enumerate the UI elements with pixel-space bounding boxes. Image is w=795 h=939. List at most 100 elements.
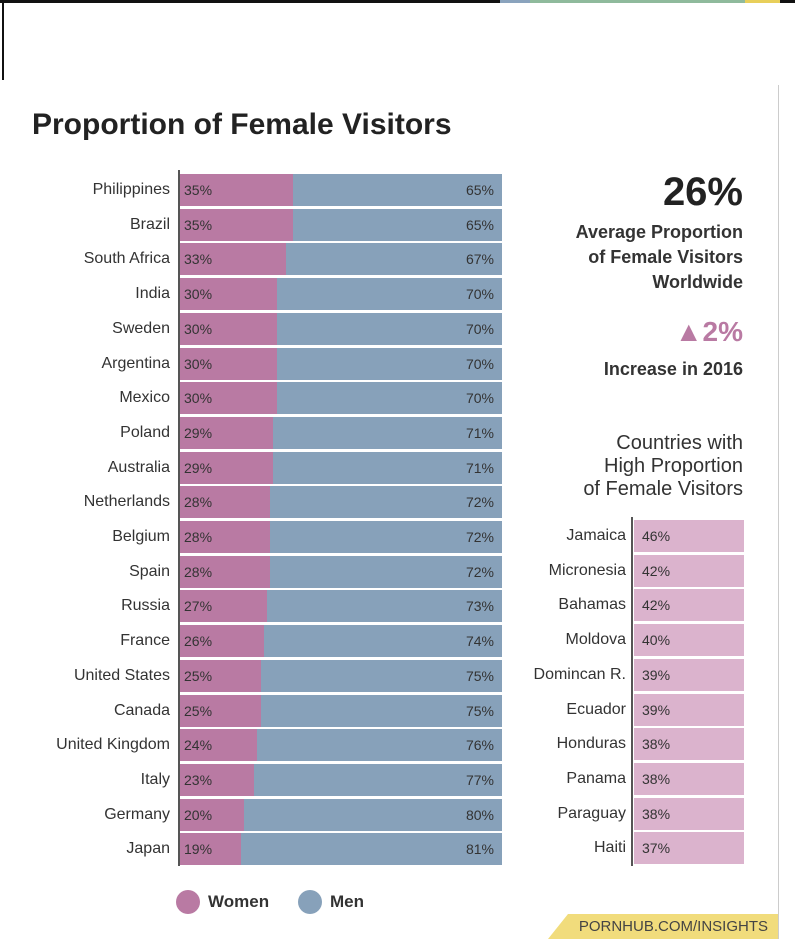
bar-men: 75% xyxy=(260,694,502,727)
category-label: Honduras xyxy=(556,735,626,753)
category-label: Spain xyxy=(129,562,170,580)
bar-men: 77% xyxy=(254,763,502,796)
category-label: Brazil xyxy=(129,215,170,233)
bar-female: 37% xyxy=(634,832,744,865)
category-label: Domincan R. xyxy=(533,665,626,683)
category-label: Paraguay xyxy=(557,804,627,822)
bar-men: 67% xyxy=(286,243,502,276)
bar-women: 28% xyxy=(180,521,271,553)
category-label: United States xyxy=(73,666,170,684)
category-label: Australia xyxy=(107,458,170,476)
category-label: Russia xyxy=(121,597,170,615)
accent-stripe xyxy=(745,0,780,3)
footer-link: PORNHUB.COM/INSIGHTS xyxy=(578,918,768,935)
category-label: United Kingdom xyxy=(56,736,170,754)
bar-women: 20% xyxy=(180,798,245,831)
bar-men: 74% xyxy=(263,625,502,658)
bar-men: 70% xyxy=(276,278,502,311)
bar-female: 46% xyxy=(634,520,744,552)
bar-women: 35% xyxy=(180,208,293,241)
bar-women: 30% xyxy=(180,347,277,380)
legend-men: Men xyxy=(298,890,364,914)
bar-men: 71% xyxy=(273,416,502,449)
bar-female: 42% xyxy=(634,589,744,622)
bar-men: 72% xyxy=(270,555,502,588)
bar-women: 23% xyxy=(180,763,255,796)
category-label: Haiti xyxy=(593,839,626,857)
average-label-line: of Female Visitors xyxy=(588,247,743,267)
bar-women: 30% xyxy=(180,278,277,311)
window-top-border xyxy=(0,0,795,3)
frame-border xyxy=(778,85,779,939)
category-label: Poland xyxy=(120,423,170,441)
average-value: 26% xyxy=(662,170,743,214)
bar-women: 28% xyxy=(180,555,271,588)
bar-men: 71% xyxy=(273,451,502,484)
category-label: Argentina xyxy=(101,354,171,372)
side-chart-title: Countries with High Proportion of Female… xyxy=(523,432,743,501)
category-label: Belgium xyxy=(112,528,170,545)
category-label: Philippines xyxy=(92,181,170,198)
accent-stripe xyxy=(530,0,745,3)
bar-men: 72% xyxy=(270,521,502,553)
bar-men: 75% xyxy=(260,659,502,692)
bar-female: 40% xyxy=(634,624,744,657)
bar-female: 39% xyxy=(634,693,744,726)
axis-line xyxy=(178,170,180,866)
average-label-line: Average Proportion xyxy=(575,222,743,242)
bar-men: 73% xyxy=(266,590,502,623)
increase-label: Increase in 2016 xyxy=(603,359,743,379)
category-label: Panama xyxy=(566,769,626,787)
legend-women: Women xyxy=(176,890,269,914)
category-label: Bahamas xyxy=(558,596,626,614)
bar-men: 81% xyxy=(241,833,502,866)
accent-stripe xyxy=(500,0,530,3)
bar-women: 24% xyxy=(180,729,258,762)
bar-men: 70% xyxy=(276,347,502,380)
category-label: Jamaica xyxy=(566,527,626,544)
bar-men: 76% xyxy=(257,729,502,762)
side-title-line: of Female Visitors xyxy=(583,478,743,500)
women-swatch-icon xyxy=(176,890,200,914)
axis-line xyxy=(631,517,633,866)
bar-men: 65% xyxy=(292,174,502,206)
bar-women: 29% xyxy=(180,416,274,449)
bar-women: 25% xyxy=(180,659,261,692)
category-label: Micronesia xyxy=(548,561,626,579)
bar-women: 35% xyxy=(180,174,293,206)
category-label: South Africa xyxy=(83,250,170,268)
bar-women: 27% xyxy=(180,590,267,623)
bar-men: 70% xyxy=(276,312,502,345)
bar-women: 30% xyxy=(180,312,277,345)
category-label: Netherlands xyxy=(83,493,170,511)
bar-men: 80% xyxy=(244,798,502,831)
bar-women: 28% xyxy=(180,486,271,519)
category-label: Canada xyxy=(113,701,170,719)
bar-men: 72% xyxy=(270,486,502,519)
category-label: Germany xyxy=(104,805,170,823)
bar-women: 33% xyxy=(180,243,287,276)
category-label: Ecuador xyxy=(566,700,626,718)
category-label: Sweden xyxy=(112,319,170,337)
bar-female: 38% xyxy=(634,797,744,830)
legend-label: Women xyxy=(208,892,270,911)
category-label: Mexico xyxy=(119,389,170,407)
frame-border xyxy=(2,0,4,80)
bar-men: 65% xyxy=(292,208,502,241)
footer-banner: PORNHUB.COM/INSIGHTS xyxy=(548,914,778,939)
increase-value: ▲2% xyxy=(674,316,743,347)
chart-title: Proportion of Female Visitors xyxy=(32,108,452,141)
bar-women: 30% xyxy=(180,382,277,415)
bar-women: 29% xyxy=(180,451,274,484)
side-title-line: Countries with xyxy=(616,432,743,454)
bar-women: 25% xyxy=(180,694,261,727)
bar-women: 26% xyxy=(180,625,264,658)
bar-female: 38% xyxy=(634,762,744,795)
side-title-line: High Proportion xyxy=(604,455,743,477)
bar-female: 42% xyxy=(634,554,744,587)
bar-men: 70% xyxy=(276,382,502,415)
average-label-line: Worldwide xyxy=(652,272,743,292)
bar-women: 19% xyxy=(180,833,242,866)
average-label: Average Proportion of Female Visitors Wo… xyxy=(576,220,743,295)
bar-female: 39% xyxy=(634,658,744,691)
